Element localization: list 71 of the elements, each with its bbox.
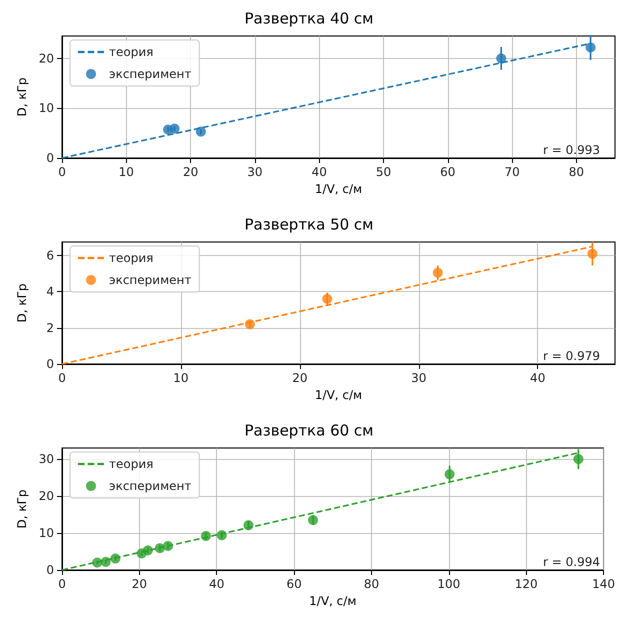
x-tick-label: 100	[437, 577, 460, 591]
x-tick-label: 30	[247, 165, 263, 179]
x-tick-label: 60	[440, 165, 456, 179]
y-tick-label: 0	[46, 357, 54, 371]
point	[92, 558, 102, 568]
x-tick-label: 50	[376, 165, 392, 179]
legend-label: эксперимент	[109, 273, 192, 287]
chart-title: Развертка 60 см	[244, 422, 374, 440]
point	[170, 124, 180, 134]
x-tick-label: 20	[182, 165, 198, 179]
x-tick-label: 30	[411, 371, 426, 385]
chart-title: Развертка 50 см	[244, 216, 374, 234]
chart-title: Развертка 40 см	[244, 10, 374, 28]
x-tick-label: 10	[173, 371, 189, 385]
y-axis-title: D, кГр	[15, 283, 29, 323]
x-tick-label: 20	[132, 577, 148, 591]
x-tick-label: 70	[504, 165, 520, 179]
legend-label: теория	[109, 457, 154, 471]
point	[444, 469, 455, 480]
point	[308, 515, 318, 526]
point	[243, 520, 254, 530]
point	[586, 42, 596, 52]
x-tick-label: 0	[58, 165, 66, 179]
point	[216, 530, 227, 540]
x-tick-label: 40	[209, 577, 224, 591]
point	[322, 294, 332, 304]
y-axis-title: D, кГр	[14, 77, 29, 117]
y-axis-title: D, кГр	[14, 489, 29, 529]
y-tick-label: 20	[38, 489, 54, 504]
point	[163, 540, 173, 551]
annotation: r = 0.993	[543, 143, 600, 157]
y-tick-label: 20	[38, 51, 54, 66]
y-tick-label: 0	[46, 151, 54, 165]
x-tick-label: 60	[286, 577, 302, 591]
point	[587, 248, 598, 259]
point	[244, 319, 255, 330]
point	[432, 268, 443, 278]
point	[142, 545, 153, 556]
y-tick-label: 10	[38, 526, 54, 540]
x-axis-title: 1/V, с/м	[309, 594, 356, 608]
x-tick-label: 120	[514, 577, 538, 591]
y-tick-label: 30	[38, 452, 54, 466]
point	[110, 554, 120, 564]
annotation: r = 0.979	[543, 349, 600, 363]
x-tick-label: 10	[118, 165, 134, 179]
point	[573, 454, 584, 464]
annotation: r = 0.994	[543, 555, 600, 569]
x-axis-title: 1/V, с/м	[314, 182, 362, 196]
y-tick-label: 4	[46, 284, 54, 299]
legend-label: эксперимент	[109, 67, 192, 81]
y-tick-label: 0	[46, 563, 54, 577]
x-tick-label: 40	[312, 165, 327, 179]
x-tick-label: 20	[292, 371, 308, 385]
point	[496, 53, 506, 64]
legend-label: эксперимент	[109, 479, 192, 493]
legend-label: теория	[109, 45, 154, 59]
legend-label: теория	[109, 251, 154, 265]
x-axis-title: 1/V, с/м	[314, 388, 362, 402]
point	[100, 556, 111, 567]
x-tick-label: 80	[364, 577, 380, 591]
y-tick-label: 6	[46, 248, 54, 263]
point	[154, 543, 165, 554]
point	[196, 126, 206, 137]
x-tick-label: 140	[592, 577, 615, 591]
x-tick-label: 0	[58, 371, 66, 385]
y-tick-label: 10	[38, 101, 54, 116]
y-tick-label: 2	[46, 320, 54, 335]
x-tick-label: 0	[58, 577, 66, 591]
x-tick-label: 40	[530, 371, 546, 385]
x-tick-label: 80	[568, 165, 584, 179]
point	[200, 530, 211, 541]
